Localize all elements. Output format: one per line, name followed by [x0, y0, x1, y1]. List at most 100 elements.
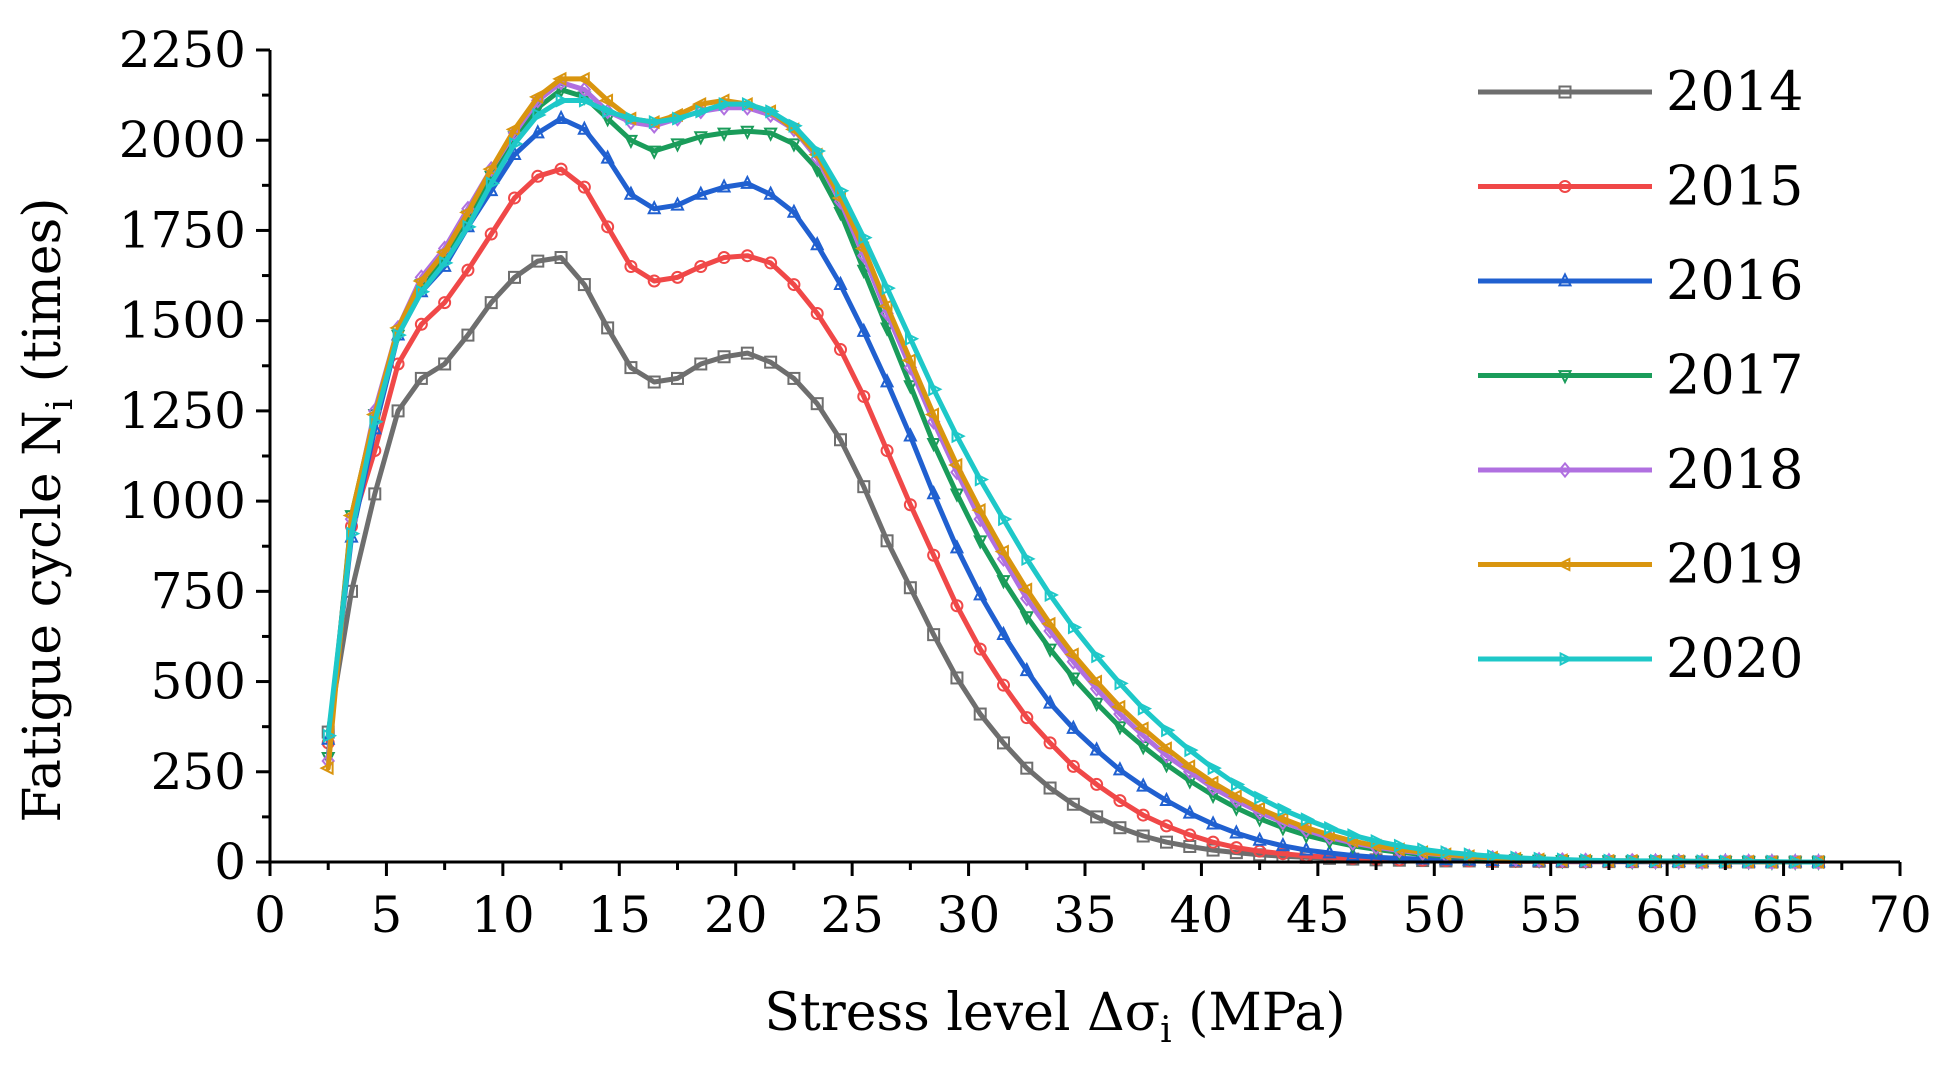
data-point-2020 — [1393, 838, 1409, 853]
series-2020 — [322, 93, 1828, 870]
data-point-2020 — [1463, 847, 1479, 862]
data-point-2014 — [1090, 810, 1104, 824]
data-point-2015 — [973, 642, 987, 656]
data-point-2017 — [670, 138, 685, 153]
data-point-2016 — [810, 236, 825, 251]
y-tick-label: 250 — [151, 743, 246, 801]
data-point-2014 — [554, 251, 568, 265]
data-point-2020 — [509, 136, 524, 151]
data-point-2020 — [835, 183, 850, 198]
data-point-2016 — [763, 185, 778, 200]
data-point-2020 — [1137, 701, 1153, 716]
data-point-2019 — [319, 761, 334, 776]
data-point-2015 — [997, 678, 1010, 692]
legend-label: 2020 — [1666, 627, 1803, 690]
data-point-2019 — [1204, 775, 1219, 790]
data-point-2019 — [948, 457, 963, 473]
data-point-2015 — [438, 296, 452, 310]
data-point-2015 — [671, 270, 684, 284]
data-point-2014 — [368, 487, 382, 501]
data-point-2020 — [858, 230, 873, 245]
data-point-2017 — [973, 535, 988, 550]
data-point-2014 — [1160, 835, 1173, 849]
data-point-2017 — [1112, 721, 1128, 736]
data-point-2015 — [1090, 777, 1104, 791]
data-point-2016 — [577, 120, 592, 135]
legend-item-2014: 2014 — [1478, 60, 1803, 123]
data-point-2014 — [787, 371, 801, 385]
data-point-2017 — [647, 145, 662, 160]
data-point-2014 — [414, 371, 428, 385]
data-point-2020 — [1510, 850, 1525, 865]
data-point-2017 — [996, 575, 1011, 590]
data-point-2017 — [1089, 697, 1104, 713]
data-point-2015 — [1043, 736, 1057, 750]
y-axis-title-unit: (times) — [13, 197, 73, 398]
data-point-2016 — [1275, 836, 1291, 852]
data-point-2019 — [1017, 582, 1033, 597]
y-axis-title-subscript: i — [40, 399, 81, 411]
y-axis-title-main: Fatigue cycle N — [13, 410, 73, 822]
data-point-2016 — [740, 174, 755, 189]
legend-item-2017: 2017 — [1478, 344, 1803, 407]
data-point-2015 — [1160, 819, 1173, 833]
data-point-2016 — [1019, 661, 1034, 677]
legend-marker — [1559, 651, 1574, 667]
legend-marker — [1557, 272, 1573, 287]
data-point-2017 — [903, 380, 918, 395]
data-point-2020 — [1324, 820, 1339, 836]
data-point-2020 — [1207, 761, 1222, 776]
data-point-2019 — [1180, 759, 1196, 774]
legend-label: 2014 — [1666, 60, 1803, 123]
data-point-2014 — [740, 346, 754, 360]
data-point-2015 — [950, 599, 964, 613]
data-point-2016 — [879, 373, 895, 388]
data-point-2014 — [671, 371, 684, 385]
data-point-2020 — [904, 331, 920, 346]
data-point-2016 — [1252, 831, 1267, 846]
data-point-2020 — [1044, 587, 1059, 603]
data-point-2016 — [1066, 719, 1081, 734]
data-point-2020 — [1277, 802, 1292, 817]
y-tick-label: 1000 — [119, 472, 246, 530]
data-point-2014 — [647, 375, 661, 389]
data-point-2015 — [1183, 828, 1197, 842]
data-point-2020 — [1254, 790, 1269, 805]
data-point-2017 — [1205, 789, 1221, 805]
series-line-2015 — [325, 166, 1821, 865]
data-point-2019 — [412, 273, 427, 289]
x-tick-label: 25 — [820, 886, 884, 944]
series-2015 — [321, 162, 1825, 869]
data-point-2015 — [414, 317, 428, 331]
x-tick-label: 15 — [587, 886, 651, 944]
axes-layer: 0 5 10 15 20 25 30 35 40 45 50 55 60 65 70 0 250 500 750 10… — [119, 21, 1932, 944]
data-point-2020 — [532, 107, 547, 123]
data-point-2020 — [672, 111, 687, 126]
data-point-2016 — [530, 124, 545, 139]
data-point-2016 — [716, 178, 732, 193]
legend-label: 2016 — [1666, 249, 1803, 312]
data-point-2020 — [1021, 551, 1036, 566]
data-point-2015 — [1020, 711, 1034, 725]
data-point-2017 — [1159, 759, 1174, 774]
data-point-2014 — [857, 480, 871, 494]
x-tick-label: 30 — [937, 886, 1001, 944]
data-point-2020 — [322, 728, 338, 743]
data-point-2015 — [531, 169, 545, 183]
data-point-2020 — [415, 284, 431, 299]
x-tick-label: 70 — [1868, 886, 1932, 944]
data-point-2014 — [484, 296, 498, 310]
x-tick-label: 60 — [1635, 886, 1699, 944]
data-point-2016 — [623, 185, 639, 200]
data-point-2020 — [1184, 743, 1199, 758]
data-point-2016 — [647, 199, 662, 215]
data-point-2020 — [741, 97, 757, 112]
series-line-2016 — [325, 116, 1821, 865]
y-tick-label: 0 — [214, 833, 246, 891]
data-point-2016 — [786, 203, 802, 218]
data-point-2017 — [763, 127, 778, 142]
data-point-2020 — [765, 104, 780, 119]
data-point-2014 — [997, 736, 1010, 750]
data-point-2016 — [1299, 841, 1314, 856]
